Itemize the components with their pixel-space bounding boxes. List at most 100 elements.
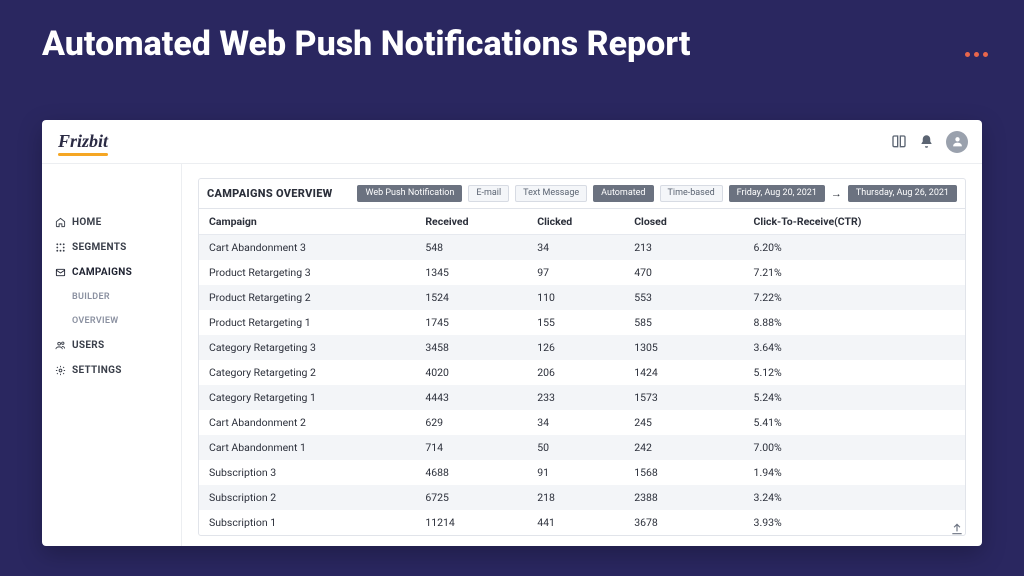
cell-ctr: 5.41% <box>754 416 955 429</box>
cell-campaign: Cart Abandonment 1 <box>209 441 425 454</box>
cell-received: 714 <box>425 441 537 454</box>
home-icon <box>54 217 66 228</box>
filter-channel-sms[interactable]: Text Message <box>515 185 587 202</box>
col-ctr[interactable]: Click-To-Receive(CTR) <box>754 215 955 228</box>
sidebar-item-label: SETTINGS <box>72 365 122 376</box>
cell-closed: 1573 <box>634 391 753 404</box>
sidebar-item-campaigns[interactable]: CAMPAIGNS <box>42 260 181 285</box>
col-received[interactable]: Received <box>425 215 537 228</box>
cell-ctr: 3.93% <box>754 516 955 529</box>
settings-icon <box>54 365 66 376</box>
cell-clicked: 218 <box>537 491 634 504</box>
page-title: Automated Web Push Notifications Report <box>0 0 1024 78</box>
sidebar-item-label: HOME <box>72 217 102 228</box>
cell-closed: 3678 <box>634 516 753 529</box>
sidebar-item-label: USERS <box>72 340 104 351</box>
cell-received: 6725 <box>425 491 537 504</box>
cell-clicked: 91 <box>537 466 634 479</box>
sidebar-item-overview[interactable]: OVERVIEW <box>42 309 181 333</box>
arrow-right-icon: → <box>831 187 842 200</box>
cell-clicked: 126 <box>537 341 634 354</box>
table-row[interactable]: Category Retargeting 1444323315735.24% <box>199 385 965 410</box>
cell-campaign: Category Retargeting 3 <box>209 341 425 354</box>
cell-received: 1745 <box>425 316 537 329</box>
main-content: CAMPAIGNS OVERVIEW Web Push Notification… <box>182 164 982 546</box>
table-row[interactable]: Subscription 2672521823883.24% <box>199 485 965 510</box>
cell-campaign: Subscription 1 <box>209 516 425 529</box>
cell-closed: 2388 <box>634 491 753 504</box>
avatar[interactable] <box>946 131 968 153</box>
cell-ctr: 5.24% <box>754 391 955 404</box>
cell-ctr: 3.24% <box>754 491 955 504</box>
table-row[interactable]: Category Retargeting 2402020614245.12% <box>199 360 965 385</box>
table-row[interactable]: Subscription 346889115681.94% <box>199 460 965 485</box>
cell-received: 4688 <box>425 466 537 479</box>
cell-ctr: 1.94% <box>754 466 955 479</box>
col-campaign[interactable]: Campaign <box>209 215 425 228</box>
cell-ctr: 7.22% <box>754 291 955 304</box>
date-to[interactable]: Thursday, Aug 26, 2021 <box>848 185 957 202</box>
decorative-dots <box>965 52 988 57</box>
cell-clicked: 441 <box>537 516 634 529</box>
cell-closed: 470 <box>634 266 753 279</box>
sidebar-item-home[interactable]: HOME <box>42 210 181 235</box>
campaigns-table: Campaign Received Clicked Closed Click-T… <box>198 208 966 536</box>
cell-closed: 553 <box>634 291 753 304</box>
col-closed[interactable]: Closed <box>634 215 753 228</box>
cell-received: 4443 <box>425 391 537 404</box>
cell-closed: 1424 <box>634 366 753 379</box>
sidebar-item-settings[interactable]: SETTINGS <box>42 358 181 383</box>
cell-campaign: Product Retargeting 1 <box>209 316 425 329</box>
table-row[interactable]: Cart Abandonment 2629342455.41% <box>199 410 965 435</box>
cell-closed: 213 <box>634 241 753 254</box>
cell-ctr: 6.20% <box>754 241 955 254</box>
table-row[interactable]: Cart Abandonment 1714502427.00% <box>199 435 965 460</box>
cell-received: 1345 <box>425 266 537 279</box>
cell-campaign: Subscription 2 <box>209 491 425 504</box>
cell-clicked: 97 <box>537 266 634 279</box>
sidebar-item-segments[interactable]: SEGMENTS <box>42 235 181 260</box>
table-row[interactable]: Product Retargeting 117451555858.88% <box>199 310 965 335</box>
filter-mode-automated[interactable]: Automated <box>593 185 653 202</box>
overview-title: CAMPAIGNS OVERVIEW <box>207 187 333 200</box>
sidebar-item-label: SEGMENTS <box>72 242 127 253</box>
cell-received: 1524 <box>425 291 537 304</box>
cell-received: 3458 <box>425 341 537 354</box>
book-icon[interactable] <box>891 134 907 150</box>
cell-clicked: 110 <box>537 291 634 304</box>
sidebar-item-builder[interactable]: BUILDER <box>42 285 181 309</box>
cell-clicked: 155 <box>537 316 634 329</box>
cell-clicked: 34 <box>537 241 634 254</box>
cell-clicked: 206 <box>537 366 634 379</box>
filter-channel-email[interactable]: E-mail <box>468 185 509 202</box>
col-clicked[interactable]: Clicked <box>537 215 634 228</box>
sidebar-item-label: BUILDER <box>72 292 110 302</box>
cell-ctr: 7.00% <box>754 441 955 454</box>
table-row[interactable]: Cart Abandonment 3548342136.20% <box>199 235 965 260</box>
cell-campaign: Cart Abandonment 2 <box>209 416 425 429</box>
table-row[interactable]: Product Retargeting 215241105537.22% <box>199 285 965 310</box>
campaigns-icon <box>54 267 66 278</box>
export-icon[interactable] <box>950 521 964 540</box>
table-row[interactable]: Product Retargeting 31345974707.21% <box>199 260 965 285</box>
filter-channel-push[interactable]: Web Push Notification <box>357 185 462 202</box>
sidebar-item-users[interactable]: USERS <box>42 333 181 358</box>
cell-clicked: 50 <box>537 441 634 454</box>
table-row[interactable]: Category Retargeting 3345812613053.64% <box>199 335 965 360</box>
bell-icon[interactable] <box>919 134 934 149</box>
cell-campaign: Subscription 3 <box>209 466 425 479</box>
date-from[interactable]: Friday, Aug 20, 2021 <box>729 185 825 202</box>
app-window: Frizbit HOME SEGMENTS C <box>42 120 982 546</box>
cell-clicked: 34 <box>537 416 634 429</box>
cell-closed: 245 <box>634 416 753 429</box>
brand-logo[interactable]: Frizbit <box>58 131 108 152</box>
sidebar-item-label: OVERVIEW <box>72 316 118 326</box>
app-body: HOME SEGMENTS CAMPAIGNS BUILDER OVERVIEW… <box>42 164 982 546</box>
table-row[interactable]: Subscription 11121444136783.93% <box>199 510 965 535</box>
cell-closed: 242 <box>634 441 753 454</box>
table-header: Campaign Received Clicked Closed Click-T… <box>199 209 965 235</box>
cell-campaign: Category Retargeting 2 <box>209 366 425 379</box>
cell-clicked: 233 <box>537 391 634 404</box>
cell-received: 548 <box>425 241 537 254</box>
filter-mode-timebased[interactable]: Time-based <box>660 185 723 202</box>
